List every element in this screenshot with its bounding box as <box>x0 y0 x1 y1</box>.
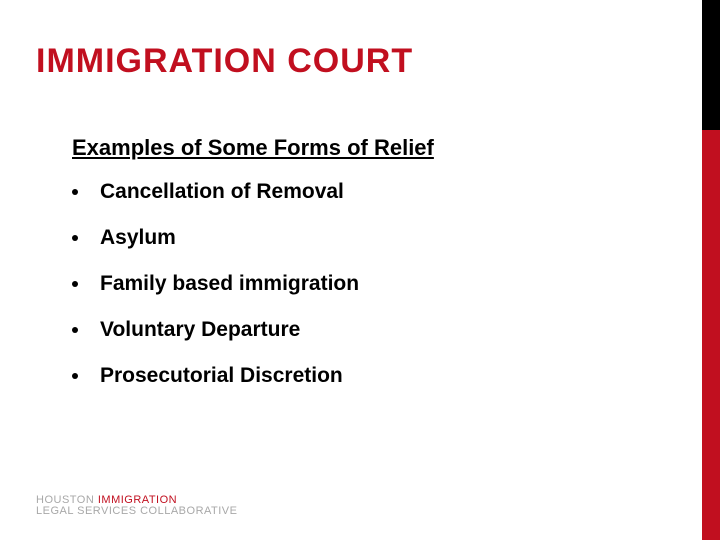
bullet-list: Cancellation of Removal Asylum Family ba… <box>72 180 660 410</box>
bullet-icon <box>72 327 78 333</box>
bullet-icon <box>72 281 78 287</box>
bullet-text: Prosecutorial Discretion <box>100 364 343 388</box>
footer-brand-b: IMMIGRATION <box>98 494 177 506</box>
page-title: IMMIGRATION COURT <box>36 42 413 81</box>
subtitle: Examples of Some Forms of Relief <box>72 135 434 161</box>
list-item: Voluntary Departure <box>72 318 660 342</box>
list-item: Asylum <box>72 226 660 250</box>
bullet-text: Voluntary Departure <box>100 318 300 342</box>
bullet-icon <box>72 373 78 379</box>
bullet-icon <box>72 189 78 195</box>
list-item: Cancellation of Removal <box>72 180 660 204</box>
side-accent <box>702 0 720 540</box>
bullet-text: Family based immigration <box>100 272 359 296</box>
side-accent-bottom <box>702 130 720 540</box>
side-accent-top <box>702 0 720 130</box>
list-item: Prosecutorial Discretion <box>72 364 660 388</box>
bullet-text: Asylum <box>100 226 176 250</box>
footer-brand-a: HOUSTON <box>36 494 98 506</box>
slide: IMMIGRATION COURT Examples of Some Forms… <box>0 0 720 540</box>
footer-logo: HOUSTON IMMIGRATION LEGAL SERVICES COLLA… <box>36 495 237 518</box>
footer-line2: LEGAL SERVICES COLLABORATIVE <box>36 506 237 518</box>
bullet-icon <box>72 235 78 241</box>
bullet-text: Cancellation of Removal <box>100 180 344 204</box>
list-item: Family based immigration <box>72 272 660 296</box>
